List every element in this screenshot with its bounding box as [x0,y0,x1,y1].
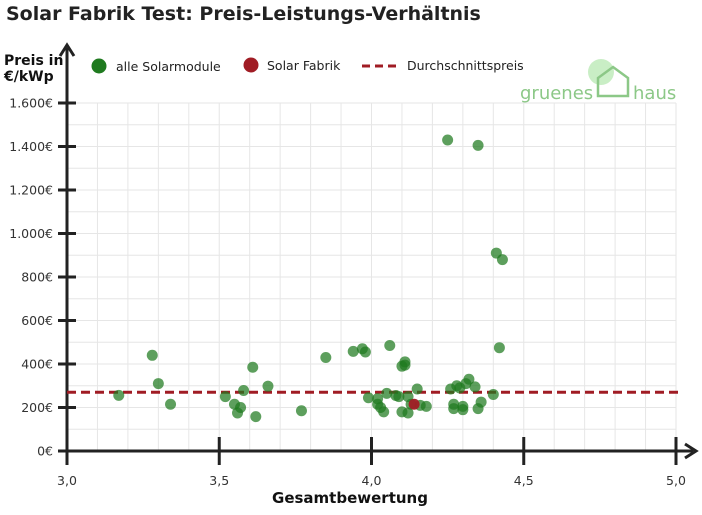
data-point [295,405,307,417]
y-tick-label: 1.400€ [9,139,53,154]
data-point [359,346,371,358]
y-axis-label-line2: €/kWp [3,69,54,85]
x-tick-label: 3,5 [209,473,229,488]
legend-label-solar-fabrik: Solar Fabrik [267,58,341,73]
y-tick-label: 600€ [21,313,53,328]
data-point [442,134,454,146]
legend: alle Solarmodule Solar Fabrik Durchschni… [91,57,524,74]
data-point [496,254,508,266]
axes [58,42,699,460]
data-point [411,383,423,395]
data-point [235,402,247,413]
data-point [463,373,475,385]
logo-text-haus: haus [633,83,676,104]
y-tick-label: 0€ [37,444,53,459]
data-point [378,406,390,418]
y-tick-label: 1.200€ [9,183,53,198]
data-point [381,387,393,399]
data-point [152,378,164,390]
data-point [402,407,414,419]
data-point [399,359,411,371]
data-point [493,342,505,354]
logo-leaf-icon [588,59,614,85]
y-axis-arrow [58,42,76,57]
data-point [165,398,177,410]
gruenes-haus-logo: gruenes haus [520,59,676,104]
y-tick-label: 1.000€ [9,226,53,241]
y-tick-label: 800€ [21,270,53,285]
x-tick-label: 3,0 [57,473,77,488]
data-points [113,134,508,423]
y-tick-label: 1.600€ [9,96,53,111]
y-axis-label-line1: Preis in [4,53,63,69]
data-point-solar-fabrik [408,398,420,410]
data-point [475,396,487,408]
x-tick-label: 4,0 [362,473,382,488]
legend-marker-solar-fabrik [243,57,259,73]
x-tick-label: 5,0 [666,473,686,488]
data-point [487,388,499,400]
ticks: 0€ 200€ 400€ 600€ 800€ 1.000€ 1.200€ 1.400€ 1.60… [9,96,686,489]
logo-text-gruenes: gruenes [520,83,593,104]
x-axis-arrow [684,442,699,460]
legend-label-average: Durchschnittspreis [407,58,524,73]
data-point [384,340,396,352]
data-point [113,389,125,401]
data-point [457,404,469,416]
legend-label-all: alle Solarmodule [116,59,221,74]
x-axis-label: Gesamtbewertung [272,489,428,507]
data-point [469,381,481,393]
data-point [393,391,405,403]
data-point [362,392,374,404]
y-tick-label: 400€ [21,357,53,372]
data-point [250,411,262,423]
data-point [262,380,274,392]
x-tick-label: 4,5 [514,473,534,488]
data-point [472,139,484,151]
data-point [420,400,432,412]
data-point [448,398,460,410]
data-point [146,349,158,361]
data-point [320,351,332,363]
data-point [247,361,259,373]
y-tick-label: 200€ [21,400,53,415]
data-point [238,385,250,397]
chart-title: Solar Fabrik Test: Preis-Leistungs-Verhä… [6,3,481,25]
legend-marker-all [91,58,107,74]
data-point [347,345,359,357]
data-point [219,391,231,403]
logo-house-icon [596,65,630,98]
